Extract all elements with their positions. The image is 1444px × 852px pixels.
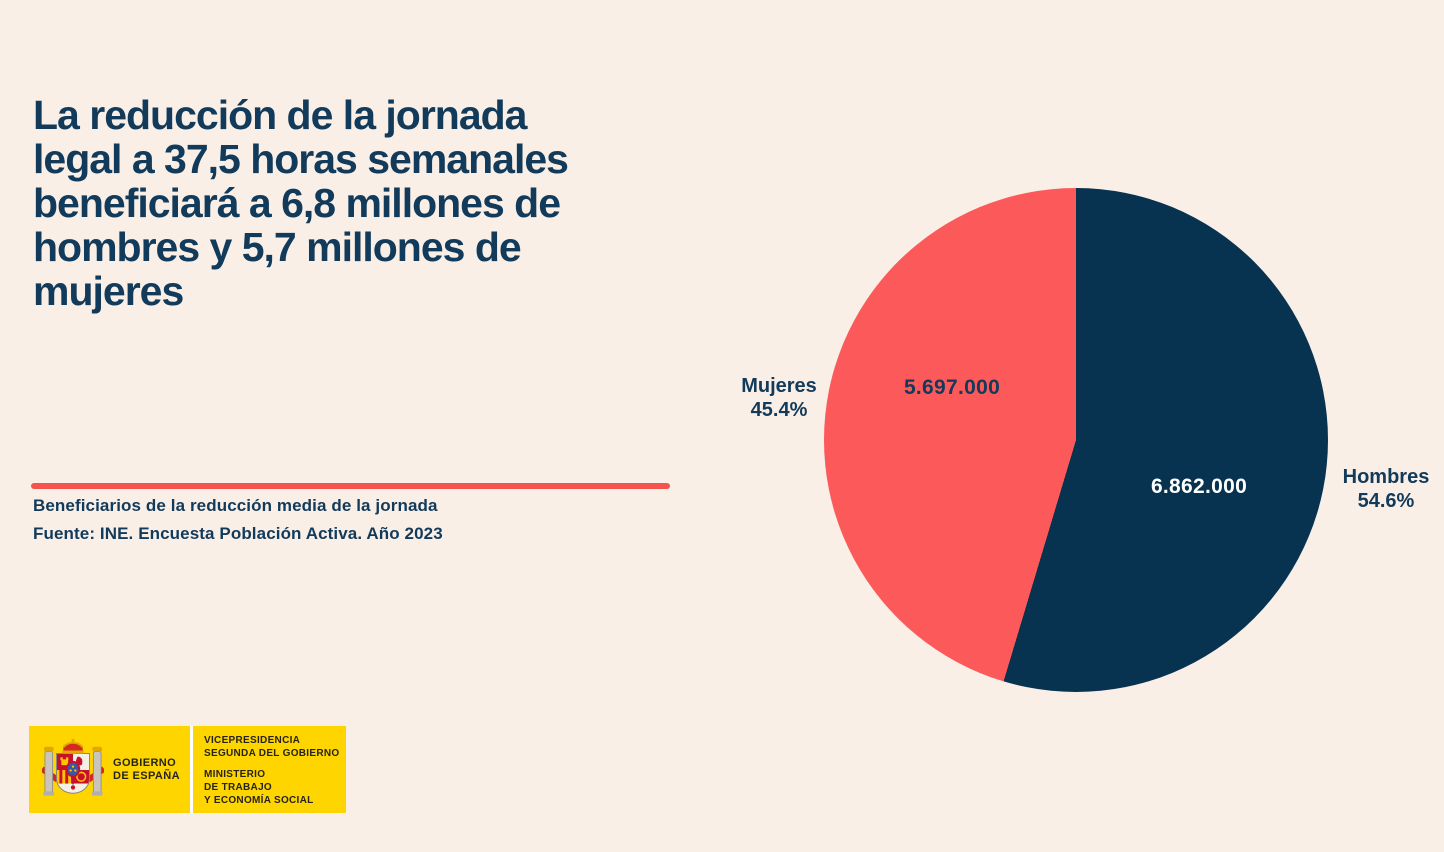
divider-line: [31, 483, 670, 489]
pie-label-mujeres-name: Mujeres: [741, 375, 817, 397]
page-title-line-4: hombres y 5,7 millones de: [33, 224, 522, 270]
page-title-line-5: mujeres: [33, 268, 184, 314]
page-title-line-1: La reducción de la jornada: [33, 92, 527, 138]
pie-label-hombres: Hombres 54.6%: [1343, 465, 1430, 513]
logo-department-text: VICEPRESIDENCIA SEGUNDA DEL GOBIERNO MIN…: [204, 734, 339, 807]
logo-vicepresidencia: VICEPRESIDENCIA: [204, 735, 301, 746]
pie-circle: [824, 188, 1328, 692]
pie-label-mujeres: Mujeres 45.4%: [741, 374, 817, 422]
chart-caption: Beneficiarios de la reducción media de l…: [33, 492, 443, 548]
logo-de-trabajo: DE TRABAJO: [204, 782, 273, 793]
logo-de-espana: DE ESPAÑA: [113, 770, 180, 782]
logo-ministerio: MINISTERIO: [204, 769, 266, 780]
government-logo: GOBIERNO DE ESPAÑA VICEPRESIDENCIA SEGUN…: [29, 726, 346, 813]
page-title-line-3: beneficiará a 6,8 millones de: [33, 180, 561, 226]
logo-economia-social: Y ECONOMÍA SOCIAL: [204, 795, 314, 806]
caption-source: Fuente: INE. Encuesta Población Activa. …: [33, 524, 443, 543]
logo-divider: [190, 726, 193, 813]
pie-label-hombres-pct: 54.6%: [1357, 490, 1415, 512]
logo-government-text: GOBIERNO DE ESPAÑA: [113, 757, 180, 783]
pie-value-hombres: 6.862.000: [1150, 475, 1248, 498]
caption-description: Beneficiarios de la reducción media de l…: [33, 496, 438, 515]
logo-gobierno: GOBIERNO: [113, 757, 177, 769]
pie-label-hombres-name: Hombres: [1342, 466, 1430, 488]
pie-label-mujeres-pct: 45.4%: [750, 399, 808, 421]
page-title-line-2: legal a 37,5 horas semanales: [33, 136, 569, 182]
page-title: La reducción de la jornada legal a 37,5 …: [33, 93, 713, 313]
spain-coat-of-arms-icon: [42, 738, 104, 796]
pie-value-mujeres: 5.697.000: [903, 376, 1001, 399]
logo-segunda: SEGUNDA DEL GOBIERNO: [204, 748, 340, 759]
